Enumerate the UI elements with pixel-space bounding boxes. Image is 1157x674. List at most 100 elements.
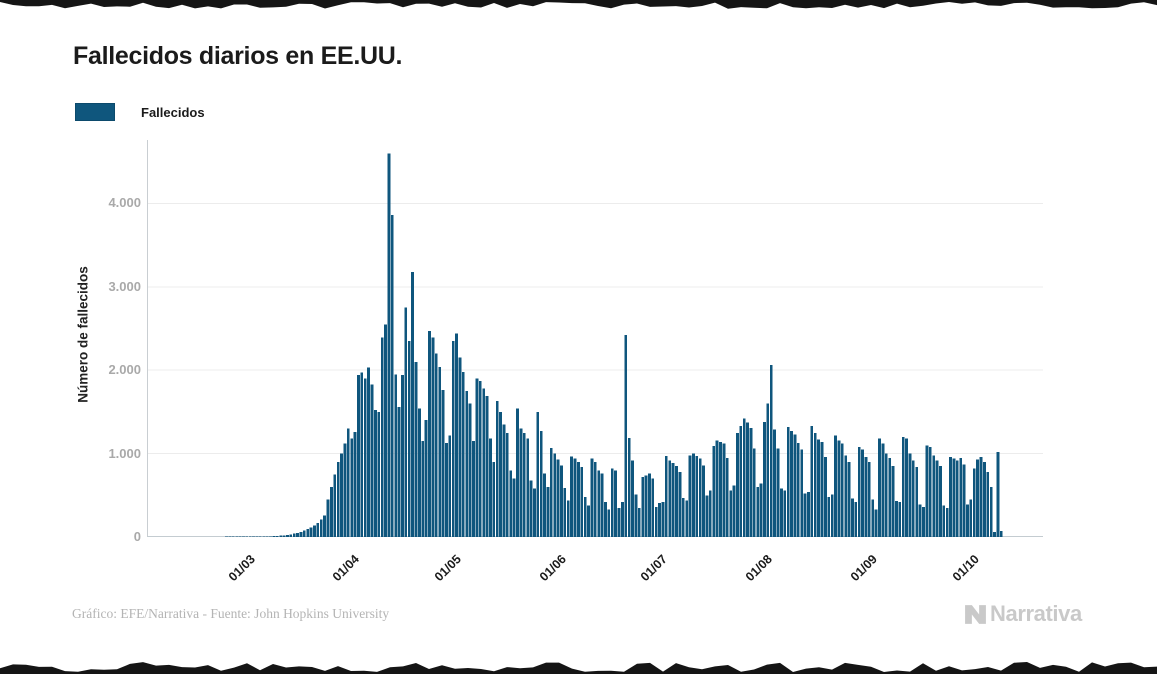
bar	[732, 485, 736, 537]
bar	[465, 391, 469, 537]
bar	[969, 499, 973, 537]
bar	[661, 501, 665, 537]
bar	[265, 536, 269, 537]
bar	[225, 536, 228, 537]
bar	[830, 494, 834, 537]
bar	[884, 453, 888, 537]
bar	[340, 453, 343, 537]
bar	[563, 488, 567, 537]
bar	[384, 324, 387, 537]
bar	[516, 408, 519, 537]
bar	[282, 535, 286, 537]
bar	[783, 490, 787, 537]
bar	[404, 307, 408, 537]
bar	[925, 445, 929, 537]
bar	[330, 486, 333, 537]
bar	[360, 372, 364, 537]
bar	[874, 509, 878, 537]
legend-swatch-icon	[75, 103, 115, 121]
y-tick-label: 4.000	[108, 195, 141, 211]
bar	[258, 536, 262, 537]
bar	[840, 443, 844, 537]
bar	[678, 471, 682, 537]
bar	[455, 333, 458, 537]
bar	[309, 527, 313, 537]
bar	[499, 411, 502, 537]
bar	[428, 331, 431, 537]
bar	[719, 441, 722, 537]
bar	[664, 456, 668, 537]
bar	[671, 462, 675, 537]
bar	[458, 357, 462, 537]
bar	[502, 424, 506, 537]
bar	[837, 440, 841, 537]
bar	[363, 378, 367, 537]
bar	[316, 522, 320, 537]
y-tick-label: 1.000	[108, 445, 141, 461]
bar	[952, 458, 956, 537]
torn-edge-top-decoration	[0, 0, 1157, 9]
bar	[712, 446, 716, 537]
bar	[482, 388, 486, 537]
bar	[976, 459, 980, 537]
bar	[411, 271, 414, 537]
bar	[289, 534, 293, 537]
bar	[438, 366, 442, 537]
bar	[986, 471, 990, 537]
bar	[759, 483, 763, 537]
bar	[299, 531, 303, 537]
torn-edge-bottom-decoration	[0, 662, 1157, 674]
bar	[817, 439, 820, 537]
bar	[908, 453, 912, 537]
bar	[844, 455, 848, 537]
bar	[252, 536, 255, 537]
bar	[231, 536, 235, 537]
legend-label: Fallecidos	[141, 104, 205, 120]
legend: Fallecidos	[75, 103, 205, 121]
bar	[949, 456, 952, 537]
bar	[847, 461, 851, 537]
bar	[827, 496, 831, 537]
bar	[999, 531, 1003, 537]
bar	[255, 536, 259, 537]
bar	[962, 464, 966, 537]
bar	[417, 408, 421, 537]
bar	[736, 432, 739, 537]
bar	[773, 429, 776, 537]
bar	[769, 365, 773, 537]
bar	[326, 499, 330, 537]
bar	[637, 507, 641, 537]
bar	[387, 153, 391, 538]
bar	[512, 478, 516, 537]
bar	[928, 446, 932, 537]
bar	[529, 480, 533, 537]
bar	[959, 457, 963, 537]
bar	[780, 488, 783, 537]
bar	[370, 384, 374, 537]
bar	[336, 461, 340, 537]
bar	[533, 488, 536, 537]
x-tick-label: 01/09	[848, 552, 881, 585]
bar	[319, 519, 323, 537]
bar	[292, 533, 296, 537]
bar	[242, 536, 245, 537]
bar	[654, 506, 658, 537]
bar	[651, 478, 655, 537]
bar	[922, 506, 925, 537]
bar	[235, 536, 239, 537]
bar	[580, 466, 584, 537]
bar	[397, 406, 401, 537]
bar	[593, 461, 597, 537]
bar	[648, 473, 651, 537]
bar	[346, 428, 350, 537]
bar	[556, 459, 560, 537]
bar	[915, 466, 919, 537]
bar	[583, 496, 587, 537]
bar	[296, 532, 299, 537]
bar	[451, 341, 455, 537]
bar	[495, 401, 499, 537]
bar	[424, 420, 428, 537]
bar	[526, 438, 530, 537]
bar	[272, 536, 276, 537]
bar	[905, 438, 908, 537]
